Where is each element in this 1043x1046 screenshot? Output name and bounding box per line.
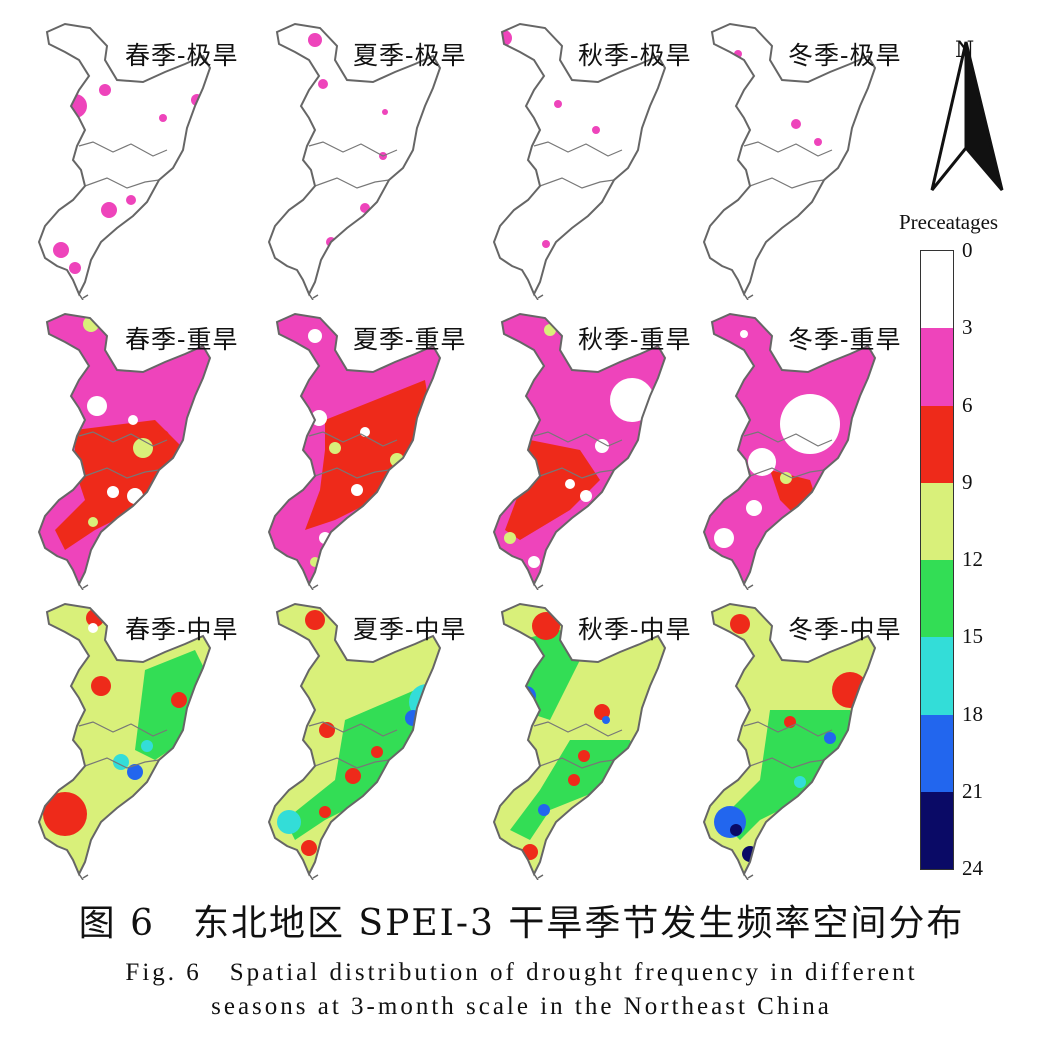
map-panel: 春季-中旱 <box>35 590 260 880</box>
panel-title: 夏季-极旱 <box>353 41 467 70</box>
legend-tick-label: 24 <box>962 856 983 880</box>
panel-title: 秋季-极旱 <box>578 41 692 70</box>
map-panel: 春季-重旱 <box>35 300 260 590</box>
panel-title: 秋季-中旱 <box>578 615 692 644</box>
map-image <box>37 602 212 880</box>
map-panel: 夏季-极旱 <box>265 10 490 300</box>
legend-tick-label: 9 <box>962 469 973 494</box>
panel-title: 冬季-中旱 <box>788 615 902 644</box>
legend-tick-label: 15 <box>962 624 983 649</box>
panel-title: 冬季-极旱 <box>788 41 902 70</box>
map-image <box>267 22 442 300</box>
map-image <box>37 22 212 300</box>
map-image <box>702 312 877 590</box>
map-panel: 冬季-中旱 <box>700 590 925 880</box>
panel-title: 春季-极旱 <box>125 41 239 70</box>
legend-title: Preceatages <box>899 210 999 234</box>
panel-title: 春季-重旱 <box>125 325 239 354</box>
legend-swatch <box>921 791 953 869</box>
legend-tick-label: 21 <box>962 778 983 803</box>
panel-title: 冬季-重旱 <box>788 325 902 354</box>
map-panel: 春季-极旱 <box>35 10 260 300</box>
map-image <box>702 602 877 880</box>
map-image <box>492 22 667 300</box>
map-panel: 秋季-中旱 <box>490 590 715 880</box>
map-image <box>492 312 667 590</box>
map-panel: 秋季-极旱 <box>490 10 715 300</box>
legend-tick-label: 12 <box>962 547 983 571</box>
legend-swatch <box>921 328 953 406</box>
legend-swatch <box>921 714 953 792</box>
caption-english-line-1: Fig. 6 Spatial distribution of drought f… <box>125 959 918 986</box>
legend-swatch <box>921 251 953 329</box>
panel-title: 秋季-重旱 <box>578 325 692 354</box>
north-arrow-icon <box>930 41 1004 191</box>
caption-chinese: 图 6 东北地区 SPEI-3 干旱季节发生频率空间分布 <box>78 903 965 944</box>
map-image <box>702 22 877 300</box>
legend-tick-label: 18 <box>962 701 983 726</box>
legend-swatch <box>921 482 953 560</box>
legend-tick-label: 3 <box>962 315 973 340</box>
legend-tick-label: 6 <box>962 392 973 417</box>
caption-english-line-2: seasons at 3-month scale in the Northeas… <box>211 993 832 1020</box>
map-image <box>492 602 667 880</box>
panel-title: 夏季-重旱 <box>353 325 467 354</box>
map-panel: 秋季-重旱 <box>490 300 715 590</box>
map-image <box>37 312 212 590</box>
legend-tick-label: 0 <box>962 238 973 262</box>
map-panel: 夏季-中旱 <box>265 590 490 880</box>
legend-swatch <box>921 405 953 483</box>
map-image <box>267 602 442 880</box>
map-panel: 夏季-重旱 <box>265 300 490 590</box>
map-panel: 冬季-极旱 <box>700 10 925 300</box>
panel-title: 春季-中旱 <box>125 615 239 644</box>
legend-color-bar <box>920 250 954 870</box>
legend-swatch <box>921 560 953 638</box>
map-image <box>267 312 442 590</box>
map-panel: 冬季-重旱 <box>700 300 925 590</box>
legend-swatch <box>921 637 953 715</box>
panel-title: 夏季-中旱 <box>353 615 467 644</box>
